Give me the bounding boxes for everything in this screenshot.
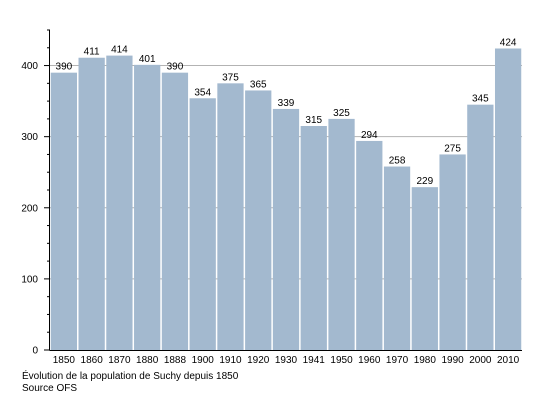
bar-1900 xyxy=(189,98,216,351)
data-label-1910: 375 xyxy=(222,72,239,83)
data-label-1980: 229 xyxy=(416,176,433,187)
data-label-1860: 411 xyxy=(84,47,100,58)
y-tick-label-400: 400 xyxy=(21,61,38,72)
y-tick-label-200: 200 xyxy=(21,203,38,214)
x-tick-label-1910: 1910 xyxy=(219,355,242,366)
data-label-1960: 294 xyxy=(361,130,378,141)
bar-1880 xyxy=(134,64,161,350)
chart-caption: Évolution de la population de Suchy depu… xyxy=(22,371,239,382)
x-tick-label-1888: 1888 xyxy=(164,355,187,366)
data-label-1990: 275 xyxy=(444,143,461,154)
bar-2010 xyxy=(494,48,522,350)
x-tick-label-1941: 1941 xyxy=(303,355,326,366)
bar-1850 xyxy=(50,72,78,351)
bar-1888 xyxy=(161,72,189,351)
data-label-1900: 354 xyxy=(194,87,211,98)
bar-1860 xyxy=(78,57,105,350)
data-label-1930: 339 xyxy=(278,98,295,109)
x-tick-label-2010: 2010 xyxy=(497,355,520,366)
x-tick-label-1900: 1900 xyxy=(192,355,215,366)
data-label-1850: 390 xyxy=(56,62,73,73)
x-tick-label-1920: 1920 xyxy=(247,355,270,366)
x-tick-label-1950: 1950 xyxy=(330,355,353,366)
x-tick-label-1970: 1970 xyxy=(386,355,409,366)
data-label-2010: 424 xyxy=(500,37,517,48)
data-label-1880: 401 xyxy=(139,54,156,65)
y-tick-label-0: 0 xyxy=(32,346,38,357)
bar-1980 xyxy=(411,187,438,350)
y-tick-label-300: 300 xyxy=(21,132,38,143)
x-tick-label-1960: 1960 xyxy=(358,355,381,366)
y-tick-label-100: 100 xyxy=(21,274,38,285)
chart-source: Source OFS xyxy=(22,383,78,394)
bar-1970 xyxy=(383,166,411,350)
x-tick-label-2000: 2000 xyxy=(469,355,492,366)
data-label-1941: 315 xyxy=(305,115,322,126)
bar-1920 xyxy=(245,90,272,350)
x-tick-label-1990: 1990 xyxy=(441,355,464,366)
bar-2000 xyxy=(467,104,494,351)
data-label-2000: 345 xyxy=(472,94,489,105)
data-label-1888: 390 xyxy=(167,62,184,73)
x-tick-label-1930: 1930 xyxy=(275,355,298,366)
bar-1960 xyxy=(356,140,383,350)
x-tick-label-1850: 1850 xyxy=(53,355,76,366)
bar-1941 xyxy=(300,126,327,350)
bar-1910 xyxy=(217,83,244,350)
data-label-1950: 325 xyxy=(333,108,350,119)
x-tick-label-1880: 1880 xyxy=(136,355,159,366)
data-label-1920: 365 xyxy=(250,79,267,90)
x-tick-label-1980: 1980 xyxy=(414,355,437,366)
data-label-1870: 414 xyxy=(111,45,128,56)
data-label-1970: 258 xyxy=(389,156,406,167)
x-tick-label-1870: 1870 xyxy=(108,355,131,366)
bar-1930 xyxy=(272,108,300,350)
bar-1990 xyxy=(439,154,466,350)
bar-1870 xyxy=(106,55,133,350)
bar-1950 xyxy=(328,118,355,350)
x-tick-label-1860: 1860 xyxy=(81,355,104,366)
